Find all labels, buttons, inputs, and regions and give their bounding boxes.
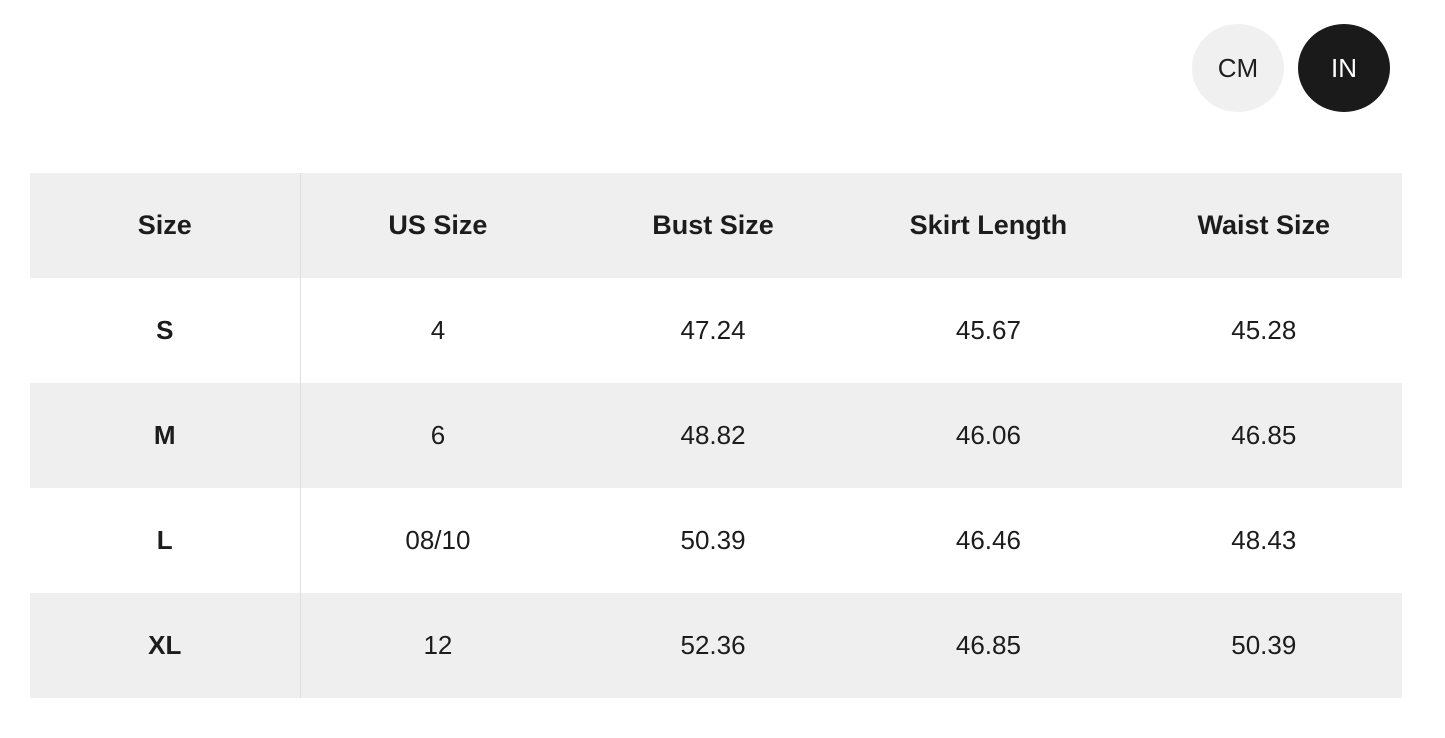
table-header-row: Size US Size Bust Size Skirt Length Wais… <box>30 173 1402 278</box>
us-size-cell: 4 <box>430 315 446 345</box>
us-size-cell: 08/10 <box>405 525 471 555</box>
size-label: XL <box>30 593 301 698</box>
size-chart-table: Size US Size Bust Size Skirt Length Wais… <box>30 173 1402 698</box>
bust-cell: 47.24 <box>680 315 746 345</box>
table-row-l: L 08/10 50.39 46.46 48.43 <box>30 488 1402 593</box>
waist-cell: 46.85 <box>1231 420 1297 450</box>
in-toggle-button[interactable]: IN <box>1298 24 1390 112</box>
skirt-cell: 46.46 <box>955 525 1021 555</box>
us-size-cell: 6 <box>430 420 446 450</box>
waist-cell: 45.28 <box>1231 315 1297 345</box>
table-row-xl: XL 12 52.36 46.85 50.39 <box>30 593 1402 698</box>
bust-cell: 50.39 <box>680 525 746 555</box>
size-label: L <box>30 488 301 593</box>
waist-cell: 48.43 <box>1231 525 1297 555</box>
size-label: S <box>30 278 301 383</box>
column-header-waist-size: Waist Size <box>1197 210 1331 240</box>
column-header-skirt-length: Skirt Length <box>909 210 1068 240</box>
waist-cell: 50.39 <box>1231 630 1297 660</box>
size-chart-container: Size US Size Bust Size Skirt Length Wais… <box>30 173 1402 698</box>
skirt-cell: 46.85 <box>955 630 1021 660</box>
column-header-size: Size <box>30 173 301 278</box>
table-row-s: S 4 47.24 45.67 45.28 <box>30 278 1402 383</box>
us-size-cell: 12 <box>423 630 453 660</box>
skirt-cell: 45.67 <box>955 315 1021 345</box>
column-header-us-size: US Size <box>388 210 488 240</box>
bust-cell: 48.82 <box>680 420 746 450</box>
unit-toggle: CM IN <box>1192 24 1390 112</box>
column-header-bust-size: Bust Size <box>652 210 774 240</box>
cm-toggle-button[interactable]: CM <box>1192 24 1284 112</box>
size-label: M <box>30 383 301 488</box>
table-row-m: M 6 48.82 46.06 46.85 <box>30 383 1402 488</box>
skirt-cell: 46.06 <box>955 420 1021 450</box>
bust-cell: 52.36 <box>680 630 746 660</box>
